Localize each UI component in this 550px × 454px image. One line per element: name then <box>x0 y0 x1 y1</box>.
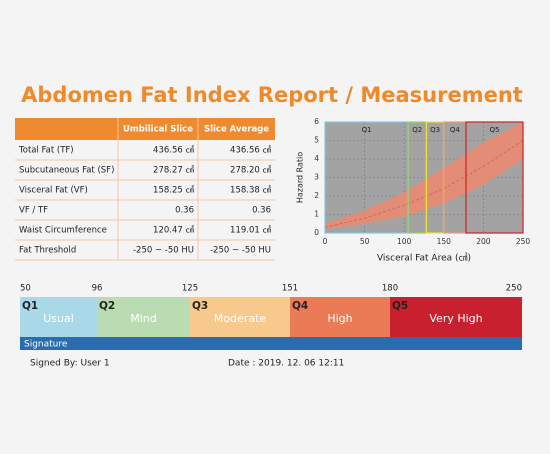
scale-tick: 50 <box>20 284 31 294</box>
scale-segment <box>390 297 522 337</box>
segment-label: Moderate <box>214 312 267 325</box>
segment-code: Q3 <box>192 300 208 312</box>
y-tick-label: 3 <box>314 173 319 182</box>
table-cell: 278.27 ㎠ <box>153 166 194 176</box>
table-cell: Total Fat (TF) <box>18 146 74 156</box>
y-tick-label: 6 <box>314 117 319 126</box>
table-cell: 119.01 ㎠ <box>230 226 271 236</box>
x-tick-label: 0 <box>323 237 328 246</box>
table-cell: 120.47 ㎠ <box>153 226 194 236</box>
scale-segment <box>20 297 97 337</box>
zone-label: Q1 <box>362 126 372 134</box>
table-cell: 158.38 ㎠ <box>230 186 271 196</box>
zone-label: Q3 <box>430 126 440 134</box>
scale-segment <box>290 297 390 337</box>
signature-bar <box>20 337 522 350</box>
table-cell: 436.56 ㎠ <box>230 146 271 156</box>
scale-segment <box>190 297 290 337</box>
scale-segment <box>97 297 190 337</box>
scale-tick: 96 <box>92 284 103 294</box>
zone-label: Q5 <box>490 126 500 134</box>
table-cell: -250 ~ -50 HU <box>133 246 194 256</box>
header-cell: Umbilical Slice <box>123 125 193 135</box>
x-tick-label: 250 <box>516 237 531 246</box>
x-tick-label: 100 <box>397 237 412 246</box>
table-cell: VF / TF <box>19 206 48 216</box>
y-axis-label: Hazard Ratio <box>296 152 305 203</box>
y-tick-label: 2 <box>314 191 319 200</box>
table-cell: 436.56 ㎠ <box>153 146 194 156</box>
segment-code: Q5 <box>392 300 408 312</box>
table-cell: -250 ~ -50 HU <box>210 246 271 256</box>
table-cell: Waist Circumference <box>19 226 107 236</box>
scale-tick: 250 <box>506 284 522 294</box>
table-cell: Subcutaneous Fat (SF) <box>19 166 114 176</box>
report-title: Abdomen Fat Index Report / Measurement <box>21 83 523 107</box>
y-tick-label: 0 <box>314 228 319 237</box>
signed-by: Signed By: User 1 <box>30 359 110 369</box>
table-cell: Fat Threshold <box>19 246 76 256</box>
table-cell: 0.36 <box>175 206 194 216</box>
segment-label: Usual <box>43 312 74 325</box>
table-header <box>15 118 275 140</box>
zone-label: Q4 <box>450 126 461 134</box>
segment-code: Q2 <box>99 300 115 312</box>
y-tick-label: 5 <box>314 136 319 145</box>
table-cell: 0.36 <box>252 206 271 216</box>
scale-tick: 151 <box>282 284 298 294</box>
zone-label: Q2 <box>412 126 422 134</box>
x-tick-label: 200 <box>476 237 491 246</box>
header-cell: Slice Average <box>204 125 269 135</box>
date: Date : 2019. 12. 06 12:11 <box>228 359 344 369</box>
hazard-band <box>325 122 523 230</box>
x-tick-label: 50 <box>360 237 370 246</box>
scale-tick: 180 <box>382 284 398 294</box>
table-cell: Visceral Fat (VF) <box>19 186 88 196</box>
table-cell: 158.25 ㎠ <box>153 186 194 196</box>
segment-code: Q4 <box>292 300 308 312</box>
table-cell: 278.20 ㎠ <box>230 166 271 176</box>
segment-code: Q1 <box>22 300 38 312</box>
scale-tick: 125 <box>182 284 198 294</box>
zone <box>465 121 524 234</box>
y-tick-label: 4 <box>314 154 319 163</box>
y-tick-label: 1 <box>314 210 319 219</box>
segment-label: Very High <box>429 312 482 325</box>
x-tick-label: 150 <box>437 237 452 246</box>
x-axis-label: Visceral Fat Area (㎠) <box>377 253 471 264</box>
segment-label: High <box>327 312 352 325</box>
signature-label: Signature <box>24 340 68 350</box>
segment-label: Mind <box>130 312 157 325</box>
